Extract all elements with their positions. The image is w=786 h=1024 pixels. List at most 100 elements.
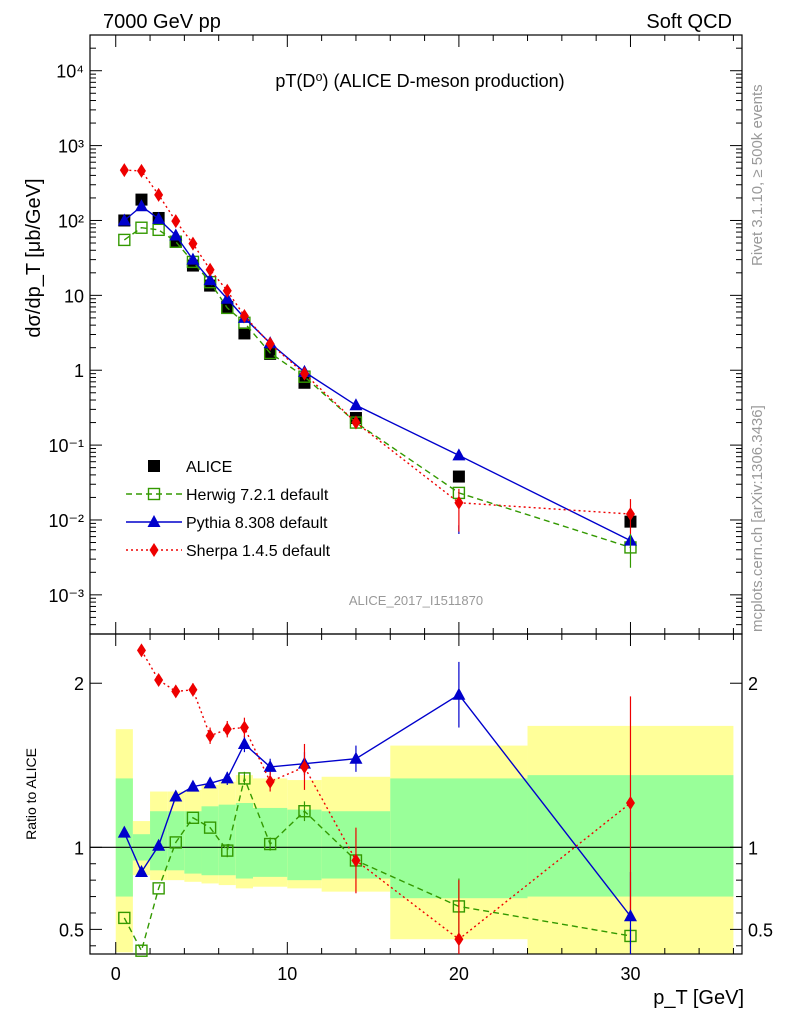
band-inner [184, 811, 202, 874]
legend-label-herwig: Herwig 7.2.1 default [186, 487, 329, 504]
y-tick-label: 10³ [58, 137, 84, 157]
point-pythia [134, 199, 148, 212]
main-tick-labels: 10⁻³ 10⁻² 10⁻¹ 1 10 10² 10³ 10⁴ [48, 62, 84, 606]
point-pythia [452, 448, 466, 461]
ratio-point-pythia [220, 771, 234, 784]
main-panel: 10⁻³ 10⁻² 10⁻¹ 1 10 10² 10³ 10⁴ pT(D⁰) (ALICE D… [23, 34, 743, 635]
y-tick-label: 1 [74, 361, 84, 381]
ratio-y-label: Ratio to ALICE [23, 748, 39, 840]
ratio-point-sherpa [222, 722, 232, 737]
band-inner [390, 778, 528, 899]
band-inner [235, 803, 253, 879]
point-pythia [152, 211, 166, 224]
ratio-y-tick-label-right: 0.5 [748, 920, 773, 940]
point-pythia [117, 213, 131, 226]
point-data [264, 347, 277, 360]
band-inner [167, 811, 185, 871]
x-tick-label: 20 [449, 964, 469, 984]
ratio-y-tick-label: 1 [74, 838, 84, 858]
ratio-point-herwig [152, 882, 165, 895]
ratio-y-tick-label: 0.5 [59, 920, 84, 940]
ratio-point-sherpa [625, 796, 635, 811]
point-data [452, 470, 465, 483]
chart-title: pT(D⁰) (ALICE D-meson production) [275, 71, 564, 91]
ratio-panel: 0.5 0.51 12 20 10 20 30 Ratio to ALICE p_T [Ge… [23, 633, 773, 1009]
legend-marker-sherpa [149, 543, 159, 557]
ratio-point-herwig [203, 821, 217, 834]
ratio-point-pythia [134, 864, 148, 877]
ratio-point-herwig [221, 844, 234, 857]
ratio-point-herwig [263, 837, 277, 851]
band-inner [218, 804, 236, 876]
point-data [238, 327, 251, 340]
x-tick-label: 10 [277, 964, 297, 984]
x-tick-label: 0 [111, 964, 121, 984]
series-line-herwig [123, 227, 631, 549]
ratio-series [117, 643, 637, 957]
ratio-point-sherpa [136, 643, 146, 658]
ratio-frame [89, 633, 743, 955]
ratio-y-tick-label-right: 1 [748, 838, 758, 858]
ratio-point-sherpa [239, 720, 249, 735]
point-sherpa [154, 187, 164, 202]
ratio-tick-labels: 0.5 0.51 12 20 10 20 30 [59, 674, 773, 984]
ratio-point-herwig [118, 911, 131, 925]
ratio-point-herwig [169, 836, 182, 849]
ratio-point-pythia [623, 909, 637, 922]
ratio-point-sherpa [351, 853, 361, 868]
ratio-bands [115, 725, 734, 954]
point-sherpa [171, 214, 181, 229]
legend-marker-data [148, 460, 160, 472]
ratio-point-herwig [298, 805, 311, 818]
ratio-point-herwig [135, 944, 148, 957]
point-sherpa [239, 308, 249, 323]
point-pythia [186, 252, 200, 265]
legend-label-sherpa: Sherpa 1.4.5 default [186, 543, 331, 560]
ratio-y-tick-label-right: 2 [748, 674, 758, 694]
point-sherpa [299, 366, 309, 381]
band-inner [201, 806, 219, 876]
main-series [117, 163, 637, 568]
legend-label-pythia: Pythia 8.308 default [186, 515, 328, 532]
y-tick-label: 10⁻² [48, 511, 84, 531]
point-herwig [135, 221, 148, 234]
header-left: 7000 GeV pp [103, 11, 221, 33]
point-sherpa [351, 415, 361, 430]
point-pythia [203, 273, 217, 286]
ratio-point-sherpa [205, 728, 215, 743]
ratio-point-pythia [152, 838, 166, 851]
point-sherpa [119, 163, 129, 178]
ratio-point-pythia [203, 776, 217, 789]
ratio-point-pythia [117, 825, 131, 838]
analysis-id: ALICE_2017_I1511870 [349, 593, 483, 608]
ratio-point-herwig [186, 811, 200, 824]
legend: ALICE Herwig 7.2.1 default Pythia 8.308 de… [126, 459, 331, 560]
legend-label-data: ALICE [186, 459, 232, 476]
ratio-axes [89, 633, 743, 955]
header-right: Soft QCD [646, 11, 732, 33]
ratio-point-sherpa [265, 774, 275, 789]
mcplots-label: mcplots.cern.ch [arXiv:1306.3436] [749, 405, 766, 632]
main-y-label: dσ/dp_T [μb/GeV] [23, 178, 45, 337]
y-tick-label: 10² [58, 211, 84, 231]
point-sherpa [222, 283, 232, 298]
ratio-point-pythia [263, 759, 277, 772]
y-tick-label: 10⁻³ [48, 586, 84, 606]
point-herwig [152, 223, 165, 237]
ratio-point-herwig [238, 772, 251, 785]
x-tick-label: 30 [620, 964, 640, 984]
ratio-point-sherpa [154, 672, 164, 687]
y-tick-label: 10 [64, 286, 84, 306]
point-pythia [349, 398, 363, 411]
ratio-point-sherpa [171, 684, 181, 699]
point-sherpa [205, 262, 215, 277]
ratio-point-pythia [237, 736, 251, 749]
point-herwig [118, 233, 131, 247]
ratio-point-sherpa [299, 759, 309, 774]
ratio-point-pythia [349, 751, 363, 764]
point-sherpa [136, 163, 146, 178]
point-sherpa [188, 236, 198, 251]
band-inner [287, 809, 322, 881]
ratio-series-sherpa [136, 643, 635, 954]
